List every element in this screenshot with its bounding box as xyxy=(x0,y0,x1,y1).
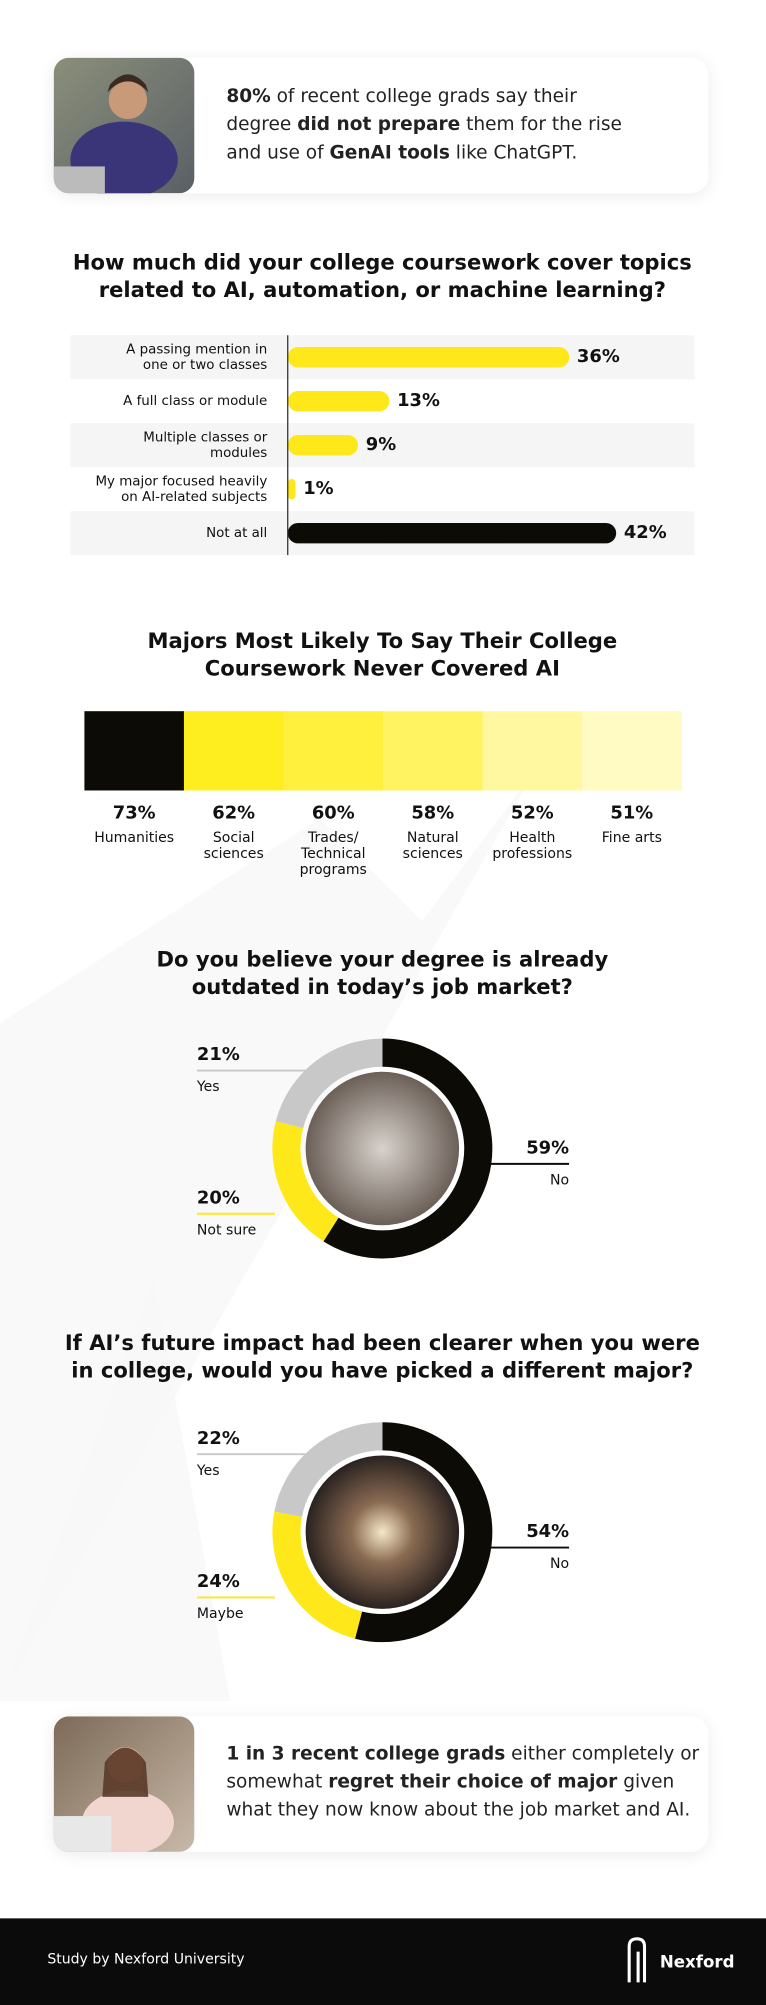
value-label: 36% xyxy=(577,346,620,367)
photo xyxy=(53,1716,195,1852)
category-label: No xyxy=(550,1173,569,1189)
card-segment: either completely or xyxy=(505,1743,699,1764)
card-line: degree did not prepare them for the rise xyxy=(226,114,622,135)
color-block xyxy=(183,711,284,791)
footer: Study by Nexford University Nexford xyxy=(0,1918,766,2005)
chart-title: Do you believe your degree is already out… xyxy=(156,947,608,999)
donut-segment xyxy=(355,1422,493,1643)
value-label: 62% xyxy=(212,802,255,823)
card-segment: them for the rise xyxy=(460,114,622,135)
closing-card xyxy=(53,1716,709,1852)
value-label: 58% xyxy=(411,802,454,823)
card-segment: did not prepare xyxy=(297,114,460,135)
category-label: Maybe xyxy=(197,1606,244,1622)
card-segment: GenAI tools xyxy=(330,142,450,163)
category-label: Trades/Technical programs xyxy=(300,830,367,878)
category-label: Humanities xyxy=(94,830,174,846)
card-segment: given xyxy=(617,1771,674,1792)
card-segment: like ChatGPT. xyxy=(450,142,577,163)
value-label: 73% xyxy=(113,802,156,823)
category-label: Not sure xyxy=(197,1222,256,1238)
category-label: Fine arts xyxy=(602,830,662,846)
value-label: 60% xyxy=(312,802,355,823)
color-block xyxy=(582,711,682,791)
category-label: Multiple classes or modules xyxy=(143,431,267,461)
color-block xyxy=(383,711,483,791)
card-line: and use of GenAI tools like ChatGPT. xyxy=(226,142,577,163)
category-label: Not at all xyxy=(206,526,267,541)
card-line: what they now know about the job market … xyxy=(226,1799,690,1820)
photo xyxy=(53,57,195,194)
value-label: 52% xyxy=(511,802,554,823)
category-label: Yes xyxy=(196,1079,220,1095)
value-label: 59% xyxy=(526,1138,569,1159)
row-band xyxy=(70,423,695,468)
center-photo xyxy=(305,1071,460,1226)
footer-credit: Study by Nexford University xyxy=(47,1951,244,1967)
color-block xyxy=(482,711,583,791)
bar xyxy=(287,434,359,456)
value-label: 1% xyxy=(303,478,333,499)
category-label: Natural sciences xyxy=(403,830,463,862)
category-label: Social sciences xyxy=(204,830,264,862)
card-segment: what they now know about the job market … xyxy=(226,1799,690,1820)
card-line: 1 in 3 recent college grads either compl… xyxy=(226,1743,699,1764)
card-segment: somewhat xyxy=(226,1771,328,1792)
chart-title: Majors Most Likely To Say Their College C… xyxy=(148,628,618,680)
donut-segment xyxy=(275,1038,383,1129)
value-label: 51% xyxy=(610,802,653,823)
category-label: My major focused heavily on AI-related su… xyxy=(95,475,267,505)
category-label: Yes xyxy=(196,1463,220,1479)
bar xyxy=(287,522,617,544)
value-label: 21% xyxy=(197,1044,240,1065)
donut-segment xyxy=(272,1511,363,1639)
center-photo xyxy=(305,1455,460,1609)
value-label: 42% xyxy=(624,522,667,543)
chart-title: How much did your college coursework cov… xyxy=(73,250,692,302)
background-decor xyxy=(0,767,538,1701)
color-block xyxy=(283,711,384,791)
card-segment: and use of xyxy=(226,142,329,163)
category-label: Health professions xyxy=(492,830,572,862)
bar xyxy=(287,346,570,368)
card-line: somewhat regret their choice of major gi… xyxy=(226,1771,674,1792)
value-label: 22% xyxy=(197,1428,240,1449)
value-label: 13% xyxy=(397,390,440,411)
category-label: No xyxy=(550,1556,569,1572)
card-segment: regret their choice of major xyxy=(328,1771,618,1792)
donut-segment xyxy=(323,1038,493,1259)
value-label: 54% xyxy=(526,1521,569,1542)
value-label: 24% xyxy=(197,1571,240,1592)
chart-title: If AI’s future impact had been clearer w… xyxy=(65,1330,700,1382)
bar xyxy=(287,390,390,412)
card-segment: 80% xyxy=(226,86,270,107)
color-block xyxy=(84,711,185,791)
bar xyxy=(287,478,296,500)
intro-card xyxy=(53,57,709,194)
value-label: 20% xyxy=(197,1187,240,1208)
card-segment: 1 in 3 recent college grads xyxy=(226,1743,505,1764)
footer-brand: Nexford xyxy=(660,1953,735,1972)
value-label: 9% xyxy=(366,434,396,455)
card-line: 80% of recent college grads say their xyxy=(226,86,577,107)
donut-segment xyxy=(274,1422,383,1518)
card-segment: degree xyxy=(226,114,297,135)
category-label: A full class or module xyxy=(123,394,267,409)
category-label: A passing mention in one or two classes xyxy=(126,343,267,373)
card-segment: of recent college grads say their xyxy=(271,86,577,107)
donut-segment xyxy=(272,1121,339,1242)
